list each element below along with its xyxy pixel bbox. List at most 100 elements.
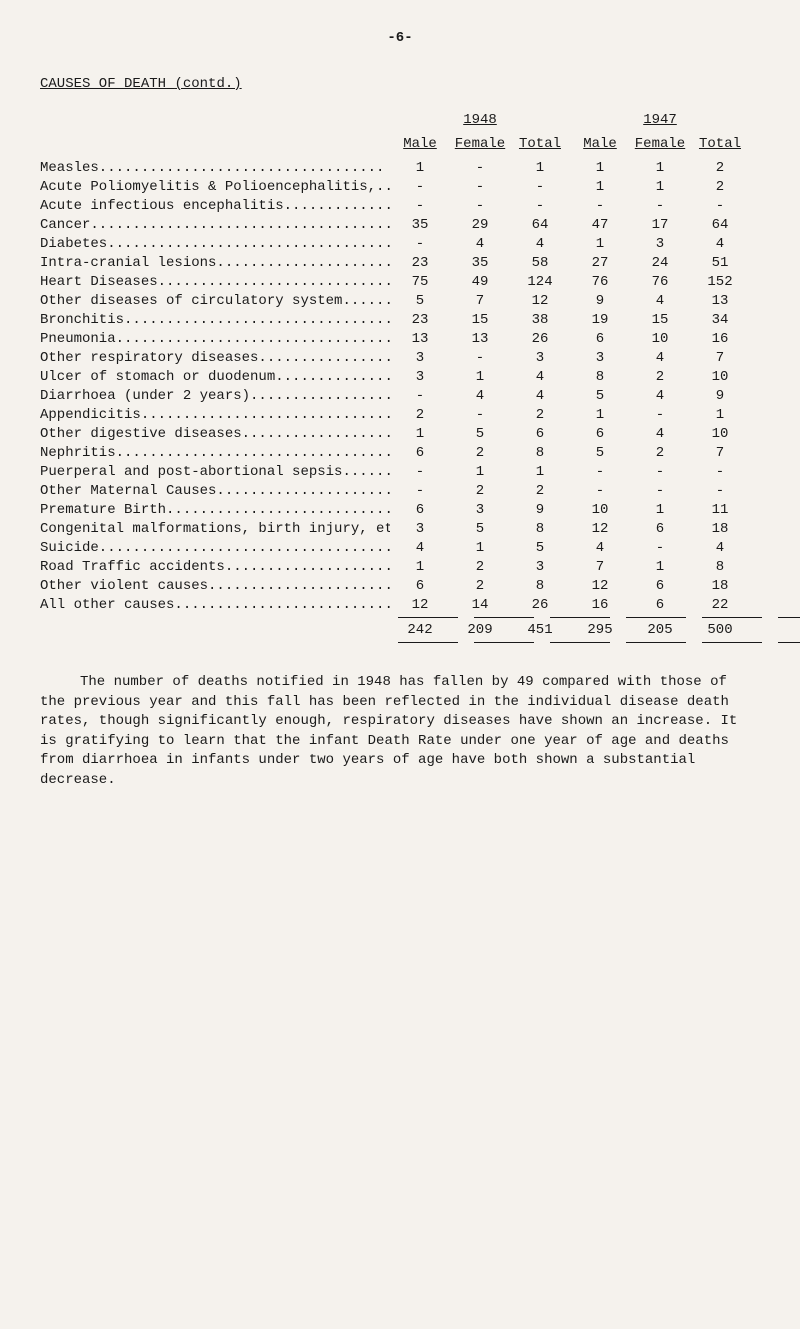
cell-t1: 2 <box>510 483 570 499</box>
row-label: Premature Birth.........................… <box>40 502 390 518</box>
cell-m2: 16 <box>570 597 630 613</box>
row-label: Acute infectious encephalitis...........… <box>40 198 390 214</box>
cell-f2: - <box>630 198 690 214</box>
cell-t2: - <box>690 464 750 480</box>
cell-m2: 76 <box>570 274 630 290</box>
cell-m2: 6 <box>570 426 630 442</box>
cell-m1: 1 <box>390 426 450 442</box>
cell-f2: 2 <box>630 445 690 461</box>
cell-m2: - <box>570 198 630 214</box>
column-header-row: Male Female Total Male Female Total <box>40 136 760 152</box>
cell-m1: 4 <box>390 540 450 556</box>
cell-t2: 4 <box>690 236 750 252</box>
cell-f1: 4 <box>450 236 510 252</box>
cell-t1: - <box>510 179 570 195</box>
row-label: Appendicitis............................… <box>40 407 390 423</box>
section-title-text: CAUSES OF DEATH <box>40 76 166 92</box>
cell-f2: - <box>630 540 690 556</box>
cell-t2: 51 <box>690 255 750 271</box>
cell-m2: 47 <box>570 217 630 233</box>
cell-t2: 7 <box>690 445 750 461</box>
total-f2: 205 <box>630 622 690 638</box>
cell-t1: 9 <box>510 502 570 518</box>
data-row: Acute infectious encephalitis...........… <box>40 198 760 214</box>
cell-m1: - <box>390 388 450 404</box>
cell-f1: 2 <box>450 445 510 461</box>
cell-m2: 1 <box>570 179 630 195</box>
cell-t2: 4 <box>690 540 750 556</box>
cell-m2: 9 <box>570 293 630 309</box>
page-header: -6- <box>40 30 760 46</box>
cell-t1: 1 <box>510 464 570 480</box>
cell-f2: 1 <box>630 160 690 176</box>
cell-f1: 14 <box>450 597 510 613</box>
cell-m1: 6 <box>390 578 450 594</box>
data-row: Appendicitis............................… <box>40 407 760 423</box>
cell-t1: 3 <box>510 559 570 575</box>
cell-t1: 4 <box>510 388 570 404</box>
data-row: Pneumonia...............................… <box>40 331 760 347</box>
cell-m2: 10 <box>570 502 630 518</box>
cell-t1: 26 <box>510 331 570 347</box>
cell-f1: - <box>450 160 510 176</box>
cell-t2: 10 <box>690 369 750 385</box>
cell-f2: - <box>630 464 690 480</box>
cell-m1: 35 <box>390 217 450 233</box>
cell-m1: 6 <box>390 445 450 461</box>
cell-f1: 35 <box>450 255 510 271</box>
cell-m1: 5 <box>390 293 450 309</box>
cell-m1: 6 <box>390 502 450 518</box>
cell-f1: 2 <box>450 483 510 499</box>
cell-t2: - <box>690 198 750 214</box>
cell-f1: 5 <box>450 521 510 537</box>
year-1948: 1948 <box>390 112 570 128</box>
total-t1: 451 <box>510 622 570 638</box>
row-label: Road Traffic accidents..................… <box>40 559 390 575</box>
cell-f1: - <box>450 198 510 214</box>
row-label: Puerperal and post-abortional sepsis....… <box>40 464 390 480</box>
cell-m1: 13 <box>390 331 450 347</box>
cell-f1: 4 <box>450 388 510 404</box>
cell-t2: 11 <box>690 502 750 518</box>
header-male-1: Male <box>390 136 450 152</box>
section-suffix: (contd.) <box>174 76 241 92</box>
totals-divider-top <box>40 617 760 618</box>
cell-t1: 64 <box>510 217 570 233</box>
data-row: Puerperal and post-abortional sepsis....… <box>40 464 760 480</box>
cell-f1: - <box>450 407 510 423</box>
total-f1: 209 <box>450 622 510 638</box>
row-label: Cancer..................................… <box>40 217 390 233</box>
cell-t2: 22 <box>690 597 750 613</box>
cell-f2: 4 <box>630 293 690 309</box>
cell-t1: 2 <box>510 407 570 423</box>
cell-f1: 3 <box>450 502 510 518</box>
cell-f1: - <box>450 350 510 366</box>
cell-t1: - <box>510 198 570 214</box>
cell-t1: 4 <box>510 369 570 385</box>
row-label: Other digestive diseases................… <box>40 426 390 442</box>
row-label: Ulcer of stomach or duodenum............… <box>40 369 390 385</box>
row-label: Other violent causes....................… <box>40 578 390 594</box>
row-label: Diabetes................................… <box>40 236 390 252</box>
cell-f1: 13 <box>450 331 510 347</box>
cell-t2: 2 <box>690 179 750 195</box>
cell-f2: 2 <box>630 369 690 385</box>
cell-t1: 26 <box>510 597 570 613</box>
cell-m2: 27 <box>570 255 630 271</box>
cell-f1: 1 <box>450 369 510 385</box>
data-row: Nephritis...............................… <box>40 445 760 461</box>
cell-f2: 6 <box>630 597 690 613</box>
cell-f2: 4 <box>630 388 690 404</box>
cell-m1: 1 <box>390 160 450 176</box>
row-label: Nephritis...............................… <box>40 445 390 461</box>
cell-t1: 8 <box>510 445 570 461</box>
cell-t1: 1 <box>510 160 570 176</box>
cell-m1: 1 <box>390 559 450 575</box>
row-label: Heart Diseases..........................… <box>40 274 390 290</box>
cell-m2: 12 <box>570 521 630 537</box>
cell-m1: - <box>390 236 450 252</box>
cell-f2: 10 <box>630 331 690 347</box>
cell-m2: 4 <box>570 540 630 556</box>
cell-f1: 29 <box>450 217 510 233</box>
data-row: Other diseases of circulatory system....… <box>40 293 760 309</box>
